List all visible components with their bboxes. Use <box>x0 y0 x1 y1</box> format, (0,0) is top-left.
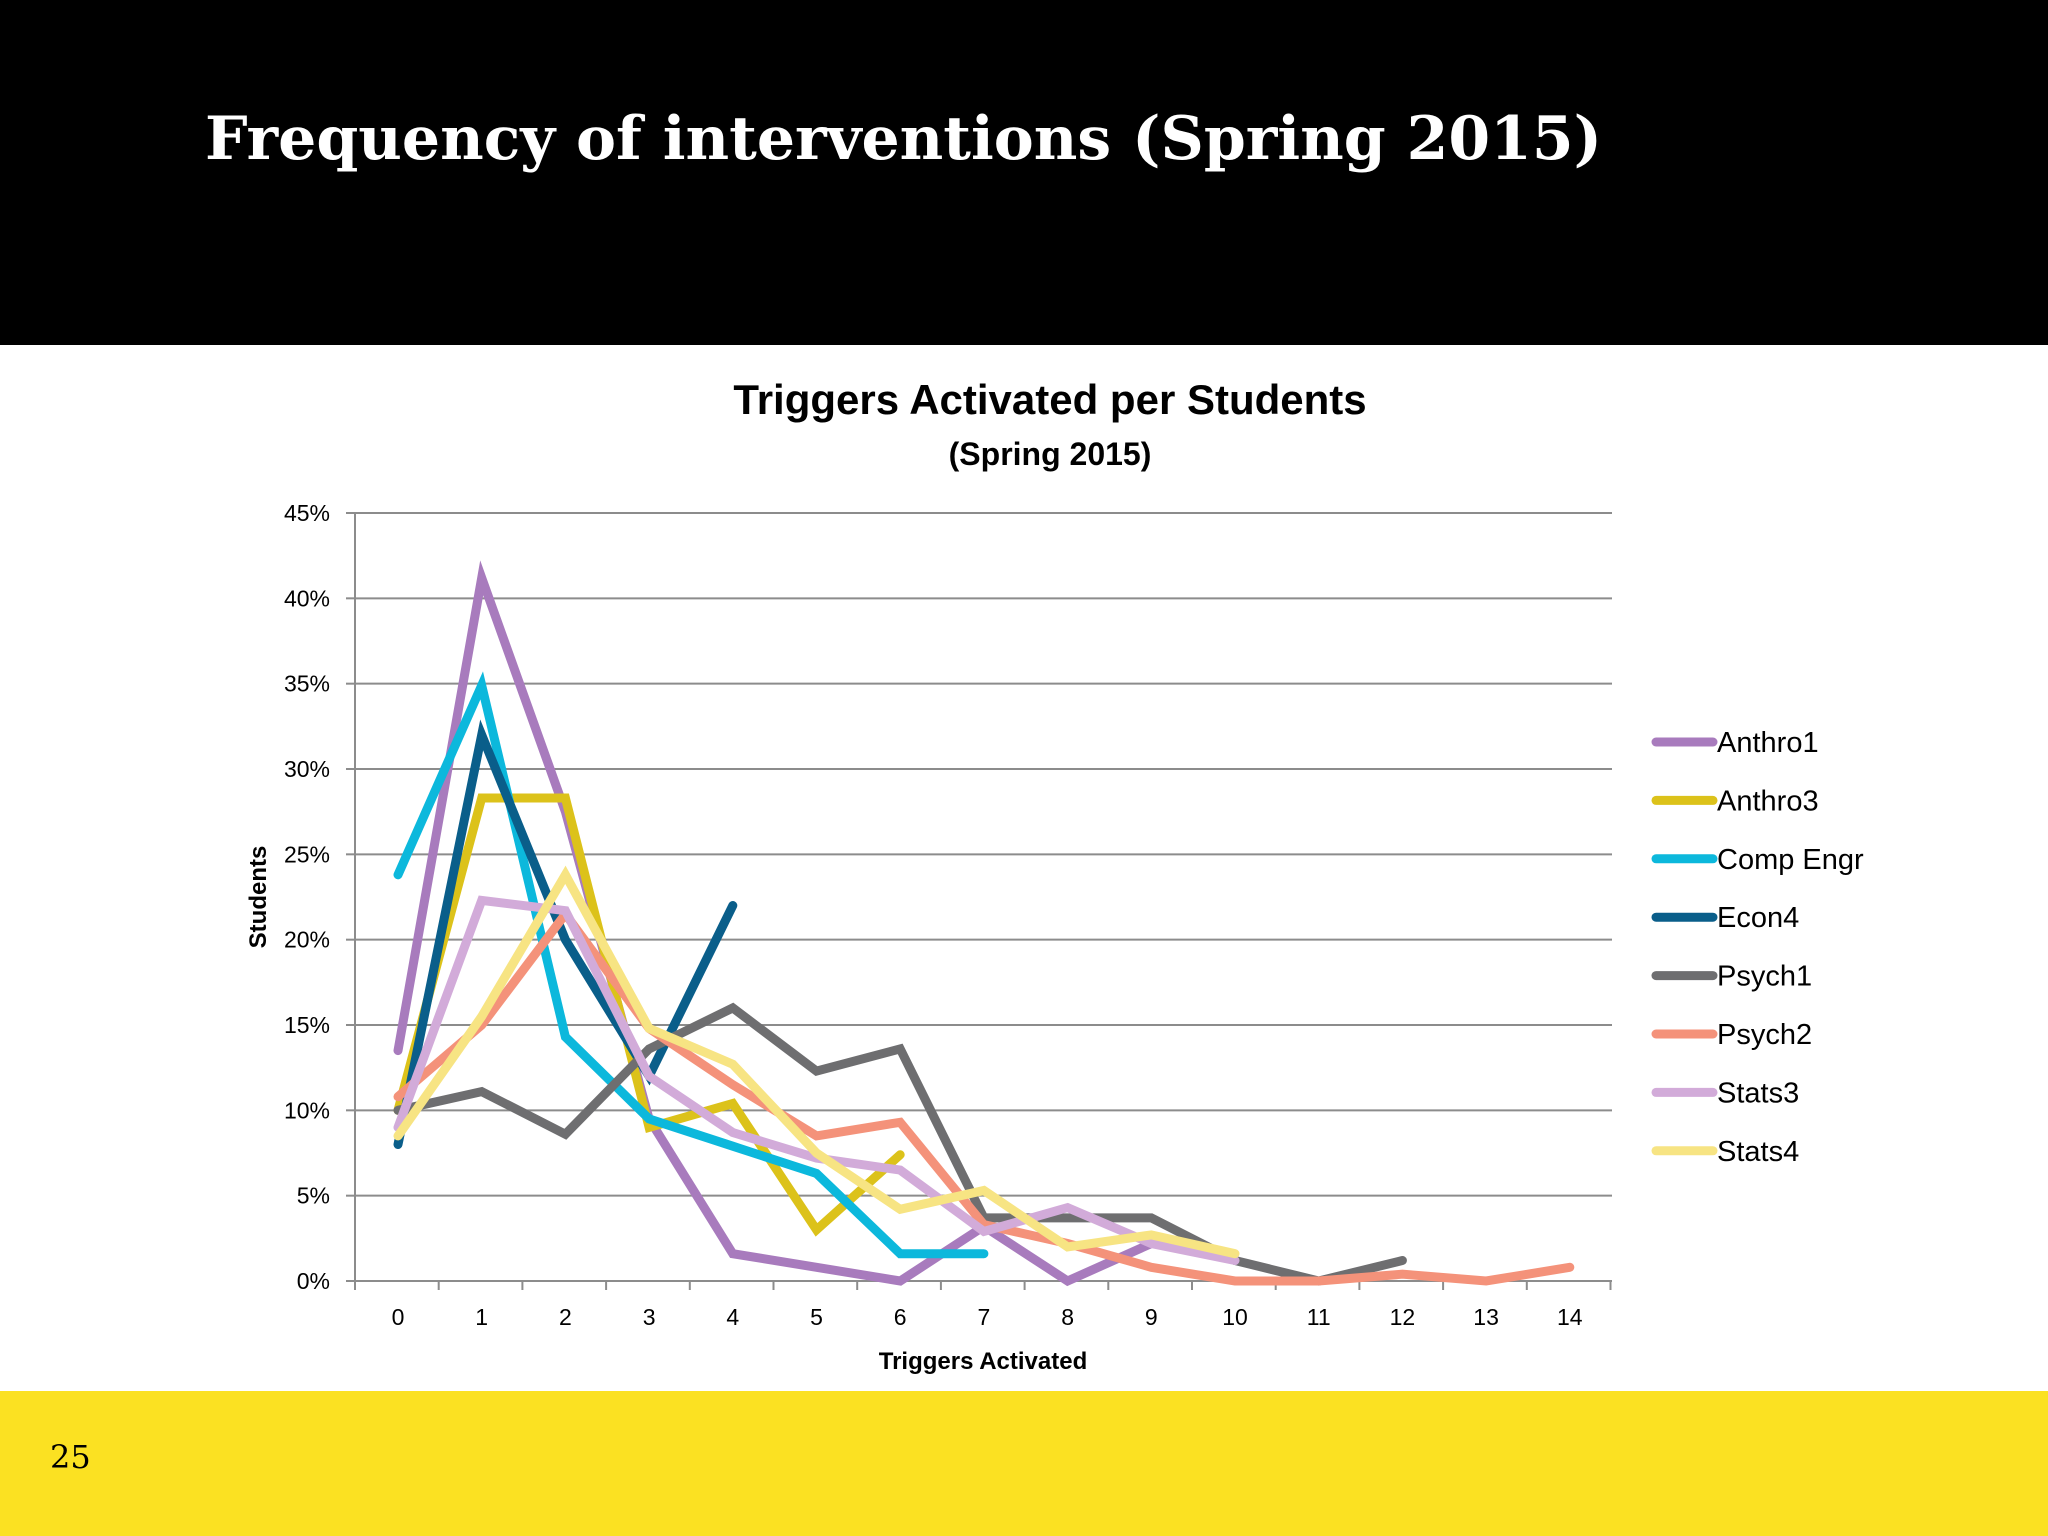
x-tick-label: 8 <box>1061 1304 1074 1330</box>
y-axis-title: Students <box>245 846 272 949</box>
x-tick-label: 7 <box>978 1304 991 1330</box>
x-tick-label: 1 <box>475 1304 488 1330</box>
x-tick-label: 6 <box>894 1304 907 1330</box>
y-tick-label: 40% <box>284 585 330 611</box>
x-axis-title: Triggers Activated <box>879 1348 1088 1375</box>
x-tick-label: 11 <box>1307 1304 1331 1330</box>
y-tick-label: 20% <box>284 927 330 953</box>
page-number: 25 <box>50 1438 91 1476</box>
y-tick-label: 10% <box>284 1097 330 1123</box>
y-tick-label: 45% <box>284 500 330 526</box>
y-tick-label: 30% <box>284 756 330 782</box>
x-tick-label: 3 <box>643 1304 656 1330</box>
series-line-anthro3 <box>393 793 905 1237</box>
x-tick-label: 12 <box>1390 1304 1416 1330</box>
legend-label: Psych1 <box>1717 961 1812 993</box>
y-tick-label: 25% <box>284 841 330 867</box>
x-tick-label: 14 <box>1557 1304 1583 1330</box>
x-tick-label: 9 <box>1145 1304 1158 1330</box>
x-tick-label: 5 <box>810 1304 823 1330</box>
series-line-comp-engr <box>393 671 989 1259</box>
legend-label: Psych2 <box>1717 1019 1812 1051</box>
legend-label: Anthro1 <box>1717 727 1819 759</box>
y-tick-label: 35% <box>284 671 330 697</box>
legend-label: Econ4 <box>1717 902 1799 934</box>
x-tick-label: 10 <box>1222 1304 1248 1330</box>
series-line-psych2 <box>393 906 1575 1286</box>
y-tick-label: 0% <box>297 1268 330 1294</box>
y-tick-label: 5% <box>297 1183 330 1209</box>
chart-subtitle: (Spring 2015) <box>948 436 1152 472</box>
slide-title: Frequency of interventions (Spring 2015) <box>205 104 1603 174</box>
title-bar <box>0 0 2048 345</box>
legend-label: Comp Engr <box>1717 844 1864 876</box>
x-tick-label: 4 <box>726 1304 739 1330</box>
legend-label: Stats4 <box>1717 1136 1799 1168</box>
x-tick-label: 0 <box>392 1304 405 1330</box>
series-line-psych1 <box>393 1002 1407 1286</box>
x-tick-label: 13 <box>1473 1304 1499 1330</box>
x-tick-label: 2 <box>559 1304 572 1330</box>
footer-bar <box>0 1391 2048 1536</box>
legend-label: Anthro3 <box>1717 785 1819 817</box>
series-line-econ4 <box>393 719 738 1149</box>
series-line-anthro1 <box>393 560 1156 1287</box>
y-tick-label: 15% <box>284 1012 330 1038</box>
chart-title: Triggers Activated per Students <box>733 376 1367 423</box>
series-line-stats4 <box>393 865 1240 1259</box>
legend-label: Stats3 <box>1717 1077 1799 1109</box>
